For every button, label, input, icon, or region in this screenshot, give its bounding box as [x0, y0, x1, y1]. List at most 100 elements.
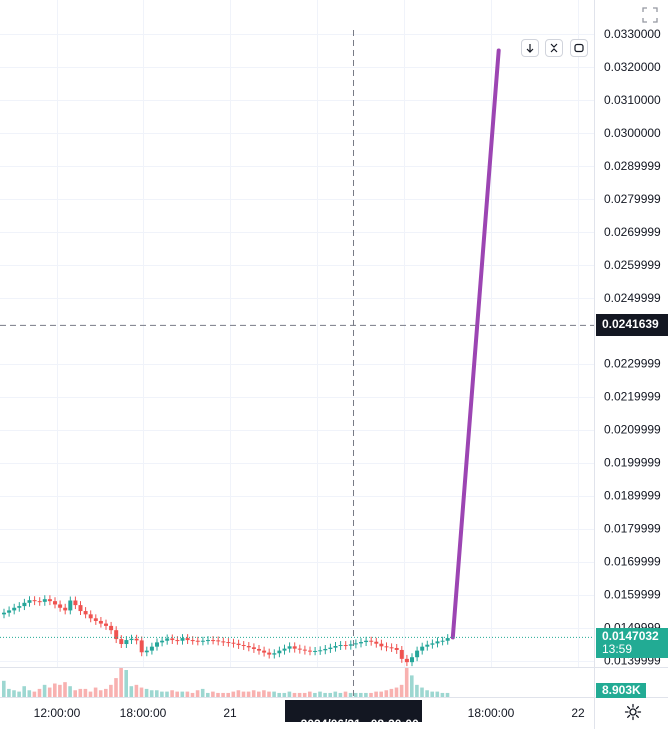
candle-body	[119, 639, 124, 645]
candle-body	[7, 610, 12, 613]
candle-body	[134, 638, 139, 641]
volume-bar	[328, 692, 332, 697]
crosshair-price-label: 0.0241639	[596, 314, 668, 337]
candle-body	[124, 640, 129, 645]
candle-body	[272, 653, 277, 655]
volume-bar	[374, 691, 378, 697]
candle-body	[430, 643, 435, 645]
candle-body	[308, 650, 312, 652]
volume-bar	[104, 688, 108, 697]
candle-body	[195, 640, 200, 642]
volume-bar	[129, 686, 134, 697]
volume-bar	[83, 688, 88, 697]
candle-body	[114, 630, 119, 640]
volume-bar	[17, 691, 21, 697]
volume-bar	[144, 688, 149, 697]
volume-bar	[323, 692, 327, 697]
volume-bar	[404, 667, 409, 697]
time-tick-label: 18:00:00	[120, 706, 167, 720]
volume-bar	[440, 692, 445, 697]
candle-body	[369, 640, 374, 642]
settings-gear-icon[interactable]	[624, 703, 642, 721]
candle-body	[98, 620, 103, 624]
volume-bar	[206, 692, 210, 697]
volume-bar	[109, 684, 113, 697]
candle-body	[435, 641, 440, 644]
candle-body	[17, 606, 22, 608]
candle-body	[68, 600, 73, 611]
candle-body	[160, 640, 165, 643]
candle-body	[170, 638, 175, 641]
volume-bar	[445, 692, 450, 697]
candle-body	[404, 658, 409, 663]
candle-body	[292, 646, 297, 649]
arrow-down-icon	[526, 44, 534, 53]
volume-bar	[149, 690, 154, 697]
volume-bar	[425, 690, 429, 697]
volume-bar	[257, 691, 261, 697]
volume-bar	[287, 691, 292, 697]
candle-body	[47, 599, 52, 602]
candle-body	[241, 645, 246, 647]
volume-bar	[389, 688, 394, 697]
volume-bar	[12, 690, 16, 697]
volume-bar	[430, 691, 434, 697]
price-tick-label: 0.0300000	[604, 126, 661, 140]
candle-body	[63, 607, 68, 611]
candle-body	[410, 657, 414, 663]
volume-bar	[226, 692, 230, 697]
candle-body	[185, 638, 190, 641]
fullscreen-icon[interactable]	[642, 7, 658, 23]
volume-bar	[338, 692, 343, 697]
volume-bar	[267, 691, 271, 697]
candle-body	[318, 650, 323, 652]
candle-body	[221, 641, 226, 643]
volume-bar	[27, 690, 32, 697]
candle-body	[359, 642, 363, 644]
volume-bar	[7, 688, 11, 697]
candle-body	[53, 601, 57, 605]
price-tick-label: 0.0259999	[604, 258, 661, 272]
volume-bar	[246, 691, 251, 697]
volume-bar	[160, 691, 164, 697]
volume-bar	[231, 691, 236, 697]
volume-bar	[139, 687, 144, 697]
candle-body	[236, 643, 241, 646]
candle-body	[389, 647, 394, 649]
price-tick-label: 0.0330000	[604, 27, 661, 41]
last-price-label: 0.0147032 13:59	[596, 628, 668, 659]
volume-bar	[32, 691, 37, 697]
candle-body	[302, 649, 307, 651]
candle-body	[384, 646, 389, 648]
volume-bar	[364, 692, 368, 697]
volume-value-label: 8.903K	[596, 683, 646, 698]
volume-bar	[399, 684, 404, 697]
volume-bar	[369, 692, 373, 697]
candle-body	[139, 640, 144, 653]
volume-bar	[221, 692, 225, 697]
volume-bar	[190, 692, 195, 697]
candle-body	[109, 625, 114, 631]
price-tick-label: 0.0189999	[604, 489, 661, 503]
volume-bar	[134, 684, 139, 697]
maximize-pane-button[interactable]	[570, 39, 588, 57]
price-tick-label: 0.0169999	[604, 555, 661, 569]
candle-body	[22, 602, 27, 607]
volume-bar	[262, 690, 266, 697]
time-tick-label: 21	[223, 706, 237, 720]
volume-bar	[302, 692, 307, 697]
price-tick-label: 0.0209999	[604, 423, 661, 437]
collapse-pane-button[interactable]	[545, 39, 563, 57]
candle-body	[165, 638, 170, 641]
candle-body	[211, 640, 216, 642]
scroll-down-button[interactable]	[521, 39, 539, 57]
chart-grid	[0, 0, 594, 667]
candle-body	[297, 648, 302, 650]
price-tick-label: 0.0159999	[604, 588, 661, 602]
crosshair-price-value: 0.0241639	[602, 317, 659, 332]
volume-bar	[2, 680, 6, 697]
candle-body	[27, 600, 32, 603]
volume-bar	[58, 684, 62, 697]
candle-body	[129, 638, 134, 641]
